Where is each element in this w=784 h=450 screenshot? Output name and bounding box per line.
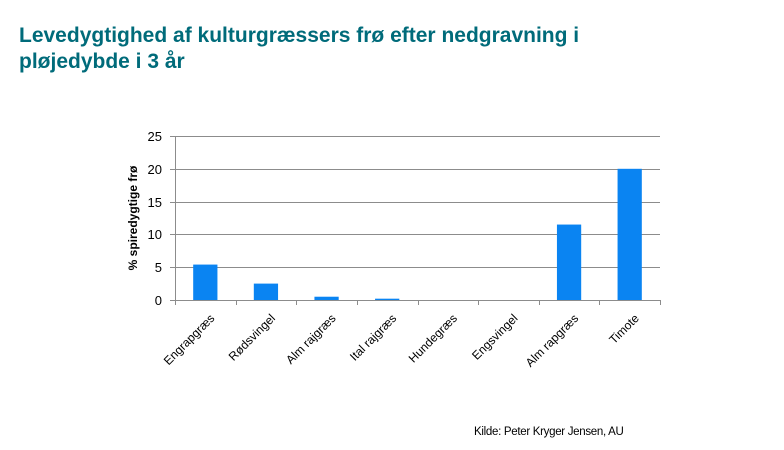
bar — [556, 224, 582, 300]
x-tick-label: Engrapgræs — [161, 311, 218, 368]
x-tick-label: Engsvingel — [469, 311, 520, 362]
y-tick-label: 0 — [155, 293, 162, 308]
x-tick-label: Ital rajgræs — [347, 311, 399, 363]
x-tick-labels: Engrapgræs Rødsvingel Alm rajgræs Ital rajg… — [161, 311, 642, 370]
bar — [375, 298, 400, 300]
x-tick-label: Hundegræs — [406, 311, 460, 365]
x-tick-label: Timote — [606, 311, 642, 347]
y-tick-label: 10 — [148, 227, 162, 242]
x-tick-label: Alm rajgræs — [283, 311, 339, 367]
y-tick-label: 15 — [148, 195, 162, 210]
x-tick-label: Alm rapgræs — [523, 311, 581, 369]
gridlines — [175, 136, 660, 268]
y-tick-label: 25 — [148, 129, 162, 144]
axes — [170, 136, 661, 305]
bars — [193, 168, 642, 300]
bar — [617, 168, 642, 300]
y-axis-label: % spiredygtige frø — [126, 165, 140, 270]
bar — [193, 264, 218, 300]
source-credit: Kilde: Peter Kryger Jensen, AU — [474, 426, 624, 438]
bar — [314, 296, 339, 300]
y-tick-label: 20 — [148, 162, 162, 177]
y-tick-labels: 0 5 10 15 20 25 — [148, 129, 162, 308]
x-tick-label: Rødsvingel — [226, 311, 278, 363]
bar — [253, 283, 279, 300]
y-tick-label: 5 — [155, 260, 162, 275]
page-title: Levedygtighed af kulturgræssers frø efte… — [19, 24, 580, 73]
